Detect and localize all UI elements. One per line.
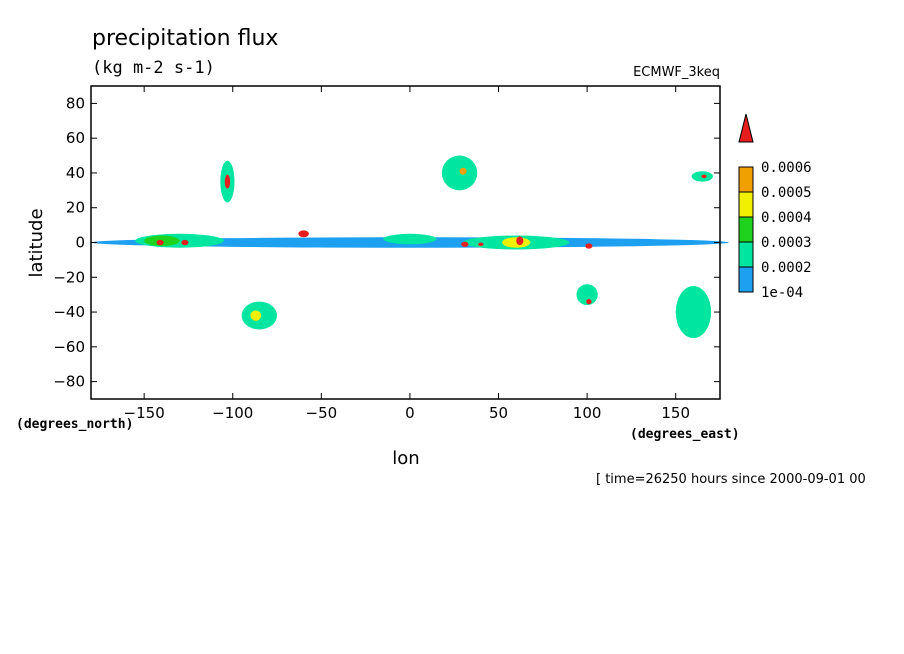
x-axis-label: lon xyxy=(392,448,419,469)
y-tick-label: −60 xyxy=(53,338,85,356)
x-tick-label: −150 xyxy=(124,404,165,422)
x-tick-label: 50 xyxy=(489,404,508,422)
colorbar-label: 0.0004 xyxy=(761,210,812,226)
x-tick-label: 0 xyxy=(405,404,415,422)
precip-feature-3 xyxy=(156,239,164,246)
colorbar-swatch-2 xyxy=(738,216,754,243)
y-axis-label: latitude xyxy=(26,208,47,277)
colorbar-swatch-3 xyxy=(738,191,754,218)
time-label: [ time=26250 hours since 2000-09-01 00 xyxy=(596,472,866,487)
colorbar-swatch-0 xyxy=(738,266,754,293)
colorbar-label: 0.0002 xyxy=(761,260,812,276)
precip-feature-23 xyxy=(675,285,712,339)
y-units-label: (degrees_north) xyxy=(16,417,133,432)
y-tick-label: 80 xyxy=(66,94,85,112)
x-tick-label: 150 xyxy=(661,404,690,422)
y-tick-label: 60 xyxy=(66,129,85,147)
x-ticks: −150 −100 −50 0 50 100 150 xyxy=(124,86,690,422)
y-tick-label: −80 xyxy=(53,373,85,391)
colorbar-label: 1e-04 xyxy=(761,285,803,301)
chart-title: precipitation flux xyxy=(92,26,278,51)
colorbar-label: 0.0005 xyxy=(761,185,812,201)
precip-feature-9 xyxy=(516,236,524,246)
units-label: (kg m-2 s-1) xyxy=(92,58,215,78)
precip-feature-11 xyxy=(478,242,484,246)
colorbar-label: 0.0003 xyxy=(761,235,812,251)
precip-feature-21 xyxy=(576,284,598,306)
x-tick-label: −100 xyxy=(212,404,253,422)
precip-feature-18 xyxy=(701,174,707,179)
precip-feature-5 xyxy=(298,230,309,238)
y-tick-label: 20 xyxy=(66,199,85,217)
colorbar-top-arrow xyxy=(738,113,754,143)
precip-feature-22 xyxy=(586,299,592,305)
x-units-label: (degrees_east) xyxy=(630,427,740,442)
contour-fills xyxy=(91,155,729,339)
colorbar-swatch-1 xyxy=(738,241,754,268)
precip-feature-16 xyxy=(459,167,467,175)
y-tick-label: 40 xyxy=(66,164,85,182)
y-tick-label: −20 xyxy=(53,268,85,286)
precip-feature-8 xyxy=(502,237,531,248)
y-ticks: 80 60 40 20 0 −20 −40 −60 −80 xyxy=(53,94,720,391)
x-tick-label: −50 xyxy=(306,404,338,422)
dataset-label: ECMWF_3keq xyxy=(633,65,720,80)
y-tick-label: 0 xyxy=(75,234,85,252)
y-tick-label: −40 xyxy=(53,303,85,321)
colorbar-label: 0.0006 xyxy=(761,160,812,176)
precip-feature-20 xyxy=(250,310,262,321)
colorbar: 1e-04 0.0002 0.0003 0.0004 0.0005 0.0006 xyxy=(738,113,812,301)
precip-feature-14 xyxy=(224,174,231,189)
colorbar-swatch-4 xyxy=(738,166,754,193)
precip-feature-12 xyxy=(585,243,593,249)
precip-feature-15 xyxy=(441,155,478,191)
precip-feature-10 xyxy=(461,241,469,247)
precip-feature-4 xyxy=(181,239,189,246)
x-tick-label: 100 xyxy=(573,404,602,422)
precip-feature-6 xyxy=(383,233,437,245)
